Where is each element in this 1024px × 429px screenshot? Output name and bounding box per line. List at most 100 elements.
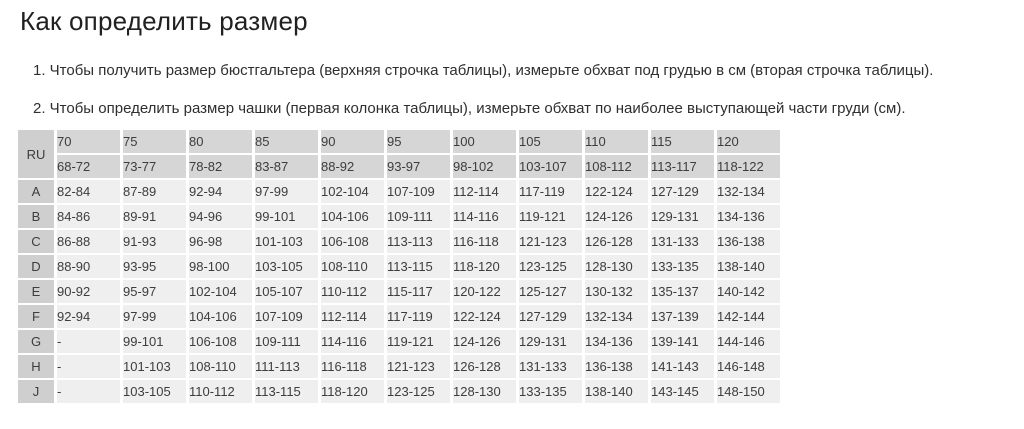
instruction-step-2: 2. Чтобы определить размер чашки (первая… (33, 100, 906, 117)
bust-range-cell: 122-124 (585, 180, 648, 203)
bust-range-cell: 107-109 (255, 305, 318, 328)
bust-range-cell: 103-105 (123, 380, 186, 403)
bust-range-cell: 82-84 (57, 180, 120, 203)
bust-range-cell: 106-108 (189, 330, 252, 353)
bust-range-cell: 134-136 (717, 205, 780, 228)
bust-range-cell: 95-97 (123, 280, 186, 303)
bust-range-cell: 116-118 (321, 355, 384, 378)
bust-range-cell: 134-136 (585, 330, 648, 353)
bust-range-cell: 126-128 (585, 230, 648, 253)
bust-range-cell: 137-139 (651, 305, 714, 328)
bust-range-cell: 96-98 (189, 230, 252, 253)
cup-row-C: C 86-88 91-93 96-98 101-103 106-108 113-113 116… (18, 230, 780, 253)
bust-range-cell: 101-103 (255, 230, 318, 253)
underbust-range-header: 108-112 (585, 155, 648, 178)
bust-range-cell: 109-111 (387, 205, 450, 228)
bust-range-cell: 89-91 (123, 205, 186, 228)
cup-letter: D (18, 255, 54, 278)
bust-range-cell: 121-123 (387, 355, 450, 378)
bust-range-cell: 113-115 (387, 255, 450, 278)
bust-range-cell: 136-138 (717, 230, 780, 253)
underbust-range-header: 78-82 (189, 155, 252, 178)
bust-range-cell: 116-118 (453, 230, 516, 253)
underbust-range-header: 93-97 (387, 155, 450, 178)
underbust-range-header: 98-102 (453, 155, 516, 178)
bust-range-cell: 105-107 (255, 280, 318, 303)
bust-range-cell: 90-92 (57, 280, 120, 303)
bust-range-cell: 138-140 (585, 380, 648, 403)
bust-range-cell: 133-135 (651, 255, 714, 278)
band-size-header: 110 (585, 130, 648, 153)
underbust-range-header: 113-117 (651, 155, 714, 178)
band-size-header: 90 (321, 130, 384, 153)
bust-range-cell: 106-108 (321, 230, 384, 253)
band-size-header: 115 (651, 130, 714, 153)
bust-range-cell: 98-100 (189, 255, 252, 278)
bust-range-cell: 109-111 (255, 330, 318, 353)
bust-range-cell: 132-134 (585, 305, 648, 328)
cup-letter: G (18, 330, 54, 353)
bust-range-cell: 112-114 (453, 180, 516, 203)
bust-range-cell: - (57, 355, 120, 378)
bust-range-cell: - (57, 380, 120, 403)
cup-letter: H (18, 355, 54, 378)
bust-range-cell: 103-105 (255, 255, 318, 278)
bust-range-cell: 124-126 (453, 330, 516, 353)
bust-range-cell: 102-104 (189, 280, 252, 303)
bust-range-cell: 129-131 (651, 205, 714, 228)
cup-row-J: J -103-105 110-112 113-115 118-120 123-125 128… (18, 380, 780, 403)
bust-range-cell: 104-106 (189, 305, 252, 328)
bust-range-cell: 115-117 (387, 280, 450, 303)
band-size-header: 120 (717, 130, 780, 153)
bust-range-cell: 118-120 (453, 255, 516, 278)
bust-range-cell: 117-119 (519, 180, 582, 203)
cup-row-H: H -101-103 108-110 111-113 116-118 121-123 126… (18, 355, 780, 378)
bust-range-cell: 132-134 (717, 180, 780, 203)
cup-row-D: D 88-90 93-95 98-100 103-105 108-110 113-115 11… (18, 255, 780, 278)
bust-range-cell: 140-142 (717, 280, 780, 303)
bust-range-cell: 99-101 (255, 205, 318, 228)
bust-range-cell: 86-88 (57, 230, 120, 253)
corner-label: RU (18, 130, 54, 178)
cup-letter: C (18, 230, 54, 253)
bust-range-cell: 139-141 (651, 330, 714, 353)
bust-range-cell: 130-132 (585, 280, 648, 303)
bust-range-cell: 107-109 (387, 180, 450, 203)
bust-range-cell: 114-116 (321, 330, 384, 353)
bust-range-cell: 112-114 (321, 305, 384, 328)
bust-range-cell: 146-148 (717, 355, 780, 378)
page-title: Как определить размер (20, 6, 308, 36)
bust-range-cell: 101-103 (123, 355, 186, 378)
cup-row-G: G -99-101 106-108 109-111 114-116 119-121 124-… (18, 330, 780, 353)
bust-range-cell: 122-124 (453, 305, 516, 328)
bust-range-cell: 125-127 (519, 280, 582, 303)
bust-range-cell: 143-145 (651, 380, 714, 403)
underbust-range-header: 88-92 (321, 155, 384, 178)
bust-range-cell: 110-112 (321, 280, 384, 303)
cup-letter: B (18, 205, 54, 228)
band-size-header: 95 (387, 130, 450, 153)
bust-range-cell: 99-101 (123, 330, 186, 353)
bust-range-cell: 148-150 (717, 380, 780, 403)
bust-range-cell: 128-130 (453, 380, 516, 403)
bust-range-cell: 120-122 (453, 280, 516, 303)
underbust-range-header: 68-72 (57, 155, 120, 178)
cup-letter: J (18, 380, 54, 403)
bust-range-cell: 127-129 (519, 305, 582, 328)
bust-range-cell: 87-89 (123, 180, 186, 203)
band-size-header: 100 (453, 130, 516, 153)
underbust-range-header: 83-87 (255, 155, 318, 178)
bust-range-cell: 84-86 (57, 205, 120, 228)
bust-range-cell: 141-143 (651, 355, 714, 378)
bust-range-cell: 118-120 (321, 380, 384, 403)
bust-range-cell: 113-115 (255, 380, 318, 403)
underbust-row: 68-72 73-77 78-82 83-87 88-92 93-97 98-102 103-… (18, 155, 780, 178)
bust-range-cell: 94-96 (189, 205, 252, 228)
bust-range-cell: 133-135 (519, 380, 582, 403)
bust-range-cell: 131-133 (519, 355, 582, 378)
bust-range-cell: 92-94 (189, 180, 252, 203)
instruction-step-1: 1. Чтобы получить размер бюстгальтера (в… (33, 62, 934, 79)
bust-range-cell: 102-104 (321, 180, 384, 203)
cup-letter: E (18, 280, 54, 303)
bust-range-cell: 142-144 (717, 305, 780, 328)
